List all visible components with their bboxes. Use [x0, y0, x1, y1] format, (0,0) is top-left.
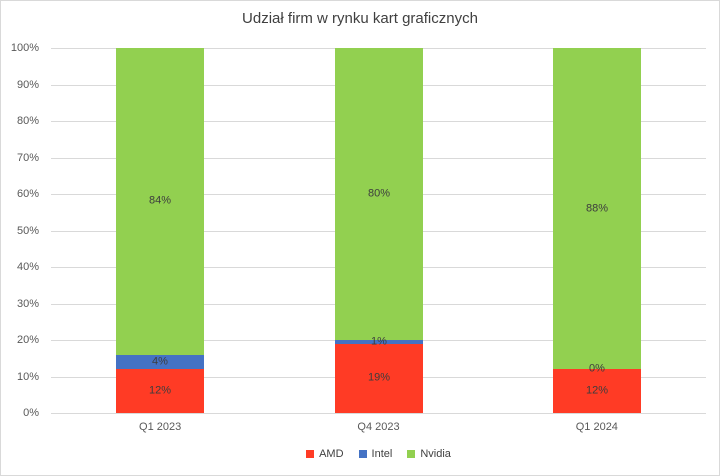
data-label: 84%: [148, 194, 172, 207]
legend-item-nvidia: Nvidia: [407, 448, 451, 460]
legend-marker-icon: [407, 450, 416, 458]
data-label: 1%: [371, 335, 387, 348]
y-tick-label: 40%: [16, 261, 39, 273]
x-tick-label: Q4 2023: [357, 421, 400, 433]
legend-marker-icon: [358, 450, 367, 458]
bar-q4-2023: 19% 1% 80%: [335, 48, 423, 413]
data-label: 80%: [367, 187, 391, 200]
y-tick-label: 0%: [23, 407, 39, 419]
data-label: 4%: [152, 355, 168, 368]
legend-item-amd: AMD: [306, 448, 344, 460]
y-tick-label: 60%: [16, 188, 39, 200]
y-axis: 0% 10% 20% 30% 40% 50% 60% 70% 80% 90% 100%: [1, 42, 43, 419]
segment-nvidia: [553, 48, 641, 370]
segment-intel: [335, 340, 423, 344]
legend-item-intel: Intel: [358, 448, 393, 460]
segment-amd: [335, 343, 423, 413]
data-label: 12%: [148, 384, 172, 397]
segment-nvidia: [116, 48, 204, 355]
x-tick-label: Q1 2023: [139, 421, 182, 433]
y-tick-label: 20%: [16, 334, 39, 346]
segment-amd: [553, 369, 641, 413]
bar-q1-2024: 12% 0% 88%: [553, 48, 641, 413]
y-tick-label: 90%: [16, 78, 39, 91]
x-tick-label: Q1 2024: [575, 421, 618, 433]
legend-marker-icon: [306, 450, 315, 458]
legend: AMD Intel Nvidia: [51, 448, 706, 460]
chart-title: Udział firm w rynku kart graficznych: [242, 10, 478, 27]
bar-q1-2023: 12% 4% 84%: [116, 48, 204, 413]
y-tick-label: 100%: [10, 42, 39, 54]
y-tick-label: 80%: [16, 115, 39, 127]
y-tick-label: 30%: [16, 297, 39, 310]
legend-label: Nvidia: [420, 448, 451, 460]
legend-label: Intel: [371, 448, 393, 460]
segment-amd: [116, 369, 204, 413]
segment-intel: [116, 354, 204, 370]
gridline: [51, 413, 706, 414]
plot-area: 12% 4% 84% 19% 1% 80% 12% 0% 88%: [51, 48, 706, 414]
data-label: 88%: [585, 202, 609, 215]
data-label: 19%: [367, 371, 391, 384]
y-tick-label: 10%: [16, 370, 39, 383]
segment-nvidia: [335, 48, 423, 340]
data-label: 0%: [589, 362, 605, 375]
x-axis: Q1 2023 Q4 2023 Q1 2024: [51, 421, 706, 435]
data-label: 12%: [585, 384, 609, 397]
legend-label: AMD: [319, 448, 344, 460]
y-tick-label: 50%: [16, 224, 39, 237]
y-tick-label: 70%: [16, 151, 39, 164]
